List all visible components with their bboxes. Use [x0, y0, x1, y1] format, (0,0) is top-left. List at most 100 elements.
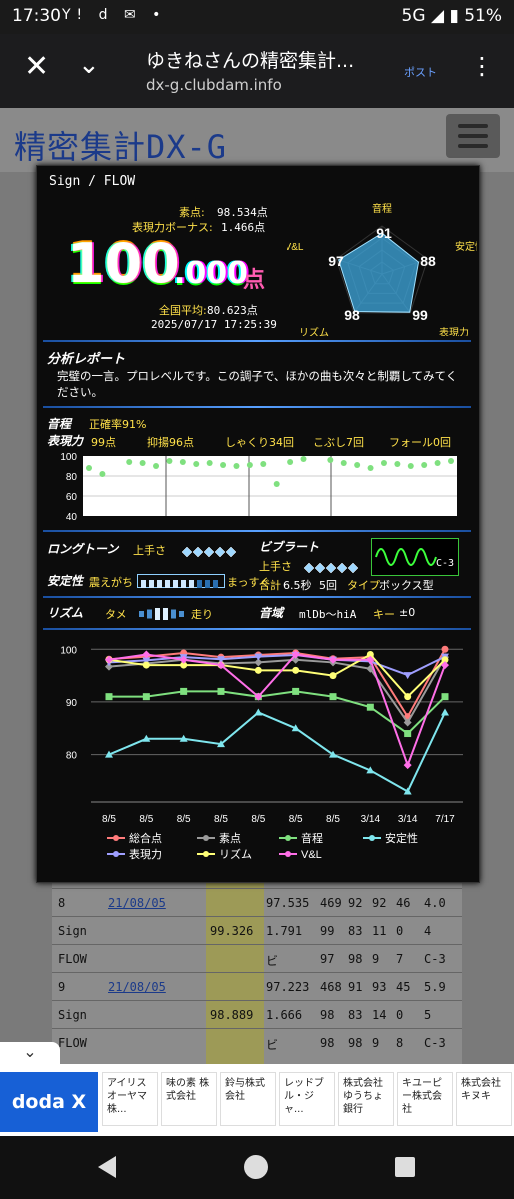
- hamburger-menu-button[interactable]: [446, 114, 500, 158]
- radar-area: [338, 232, 420, 313]
- menu-bar: [458, 124, 488, 128]
- stability-segment: [181, 580, 186, 588]
- range-value: mlDb～hiA: [299, 608, 357, 621]
- ad-tile[interactable]: 鈴与株式会社: [220, 1072, 276, 1126]
- table-cell: 45: [396, 980, 411, 994]
- stability-segment: [213, 580, 218, 588]
- pitch-accuracy: 正確率91%: [89, 418, 147, 431]
- series-point: [105, 662, 113, 671]
- series-point: [441, 693, 449, 701]
- chevron-down-icon[interactable]: ⌄: [78, 50, 100, 80]
- wave-point: [86, 465, 92, 471]
- analysis-heading: 分析レポート: [47, 352, 126, 367]
- rhythm-segment: [163, 608, 168, 620]
- table-cell: 1.666: [266, 1008, 303, 1022]
- stability-right: まっすぐ: [227, 576, 271, 589]
- ad-banner[interactable]: doda X アイリスオーヤマ株... 味の素 株式会社 鈴与株式会社 レッドブル・ジ…: [0, 1064, 514, 1136]
- pitch-wave-chart: 100 80 60 40: [60, 452, 457, 522]
- close-icon[interactable]: ✕: [24, 49, 50, 84]
- table-cell: FLOW: [58, 1036, 87, 1050]
- radar-value-rhythm: 98: [344, 307, 360, 323]
- series-line-総合点: [108, 648, 446, 719]
- skill-diamond: [325, 562, 337, 574]
- back-icon[interactable]: [98, 1156, 116, 1178]
- chart-xtick: 3/14: [361, 814, 381, 825]
- series-point: [291, 650, 300, 659]
- ad-brand[interactable]: doda X: [0, 1072, 98, 1132]
- ad-tile[interactable]: 株式会社キヌキ: [456, 1072, 512, 1126]
- ad-tile[interactable]: 味の素 株式会社: [161, 1072, 217, 1126]
- chart-ytick: 90: [66, 698, 78, 709]
- wave-point: [273, 481, 280, 487]
- wave-ytick: 80: [66, 472, 78, 483]
- legend-marker: [203, 851, 209, 857]
- radar-label-rhythm: リズム: [299, 326, 329, 336]
- table-cell: Sign: [58, 924, 87, 938]
- series-point: [142, 734, 151, 742]
- ad-tile[interactable]: キユーピー株式会社: [397, 1072, 453, 1126]
- table-cell: 97.535: [266, 896, 310, 910]
- series-point: [254, 692, 263, 701]
- wave-point: [166, 458, 173, 464]
- ad-tile[interactable]: 株式会社ゆうちょ銀行: [338, 1072, 394, 1126]
- vibrato-type-chip: C-3: [435, 558, 454, 569]
- stability-segment: [165, 580, 170, 588]
- wave-point: [300, 456, 307, 462]
- table-cell[interactable]: 21/08/05: [108, 980, 166, 994]
- stability-segment: [157, 580, 162, 588]
- series-point: [142, 693, 150, 701]
- ad-tile[interactable]: レッドブル・ジャ...: [279, 1072, 335, 1126]
- skill-diamond: [214, 546, 226, 558]
- page-url[interactable]: dx-g.clubdam.info: [146, 76, 282, 94]
- section-divider: [43, 596, 471, 598]
- table-cell: 98: [320, 1036, 335, 1050]
- analysis-text: 完璧の一言。プロレベルです。この調子で、ほかの曲も次々と制覇してみてください。: [57, 369, 458, 399]
- post-button[interactable]: ポスト: [404, 66, 437, 79]
- more-vert-icon[interactable]: ⋮: [470, 52, 494, 80]
- series-point: [142, 661, 150, 669]
- table-cell: 9: [372, 952, 380, 966]
- rhythm-segment: [155, 608, 160, 620]
- table-cell: 1.791: [266, 924, 303, 938]
- rhythm-meter: [135, 606, 187, 620]
- skill-diamond: [203, 546, 215, 558]
- series-point: [105, 750, 113, 758]
- radar-label-pitch: 音程: [372, 202, 392, 215]
- table-cell: 93: [372, 980, 387, 994]
- key-value: ±0: [399, 606, 416, 619]
- wave-ytick: 60: [66, 492, 78, 503]
- notification-icons: Y! d ✉ •: [62, 7, 167, 23]
- table-row: Sign 98.889 1.666 98 83 14 0 5: [52, 1000, 462, 1029]
- legend-marker: [285, 835, 291, 841]
- wave-point: [179, 459, 186, 465]
- recents-icon[interactable]: [395, 1157, 415, 1177]
- table-row: FLOW ビ 98 98 9 8 C-3: [52, 1028, 462, 1057]
- ad-tile[interactable]: アイリスオーヤマ株...: [102, 1072, 158, 1126]
- vibrato-label: ビブラート: [259, 540, 320, 554]
- radar-value-vl: 97: [328, 253, 344, 269]
- stability-segment: [141, 580, 146, 588]
- wave-point: [260, 461, 267, 467]
- table-cell: 8: [396, 1036, 404, 1050]
- table-cell: 98: [348, 1036, 363, 1050]
- ad-collapse-button[interactable]: ⌄: [0, 1042, 60, 1066]
- table-cell: 5: [424, 1008, 432, 1022]
- table-cell[interactable]: 21/08/05: [108, 896, 166, 910]
- legend-label: 総合点: [129, 831, 162, 845]
- wave-point: [206, 460, 213, 466]
- status-time: 17:30: [12, 6, 61, 26]
- radar-label-stability: 安定性: [455, 240, 477, 253]
- site-logo[interactable]: 精密集計DX-G: [14, 128, 228, 166]
- table-row: Sign 99.326 1.791 99 83 11 0 4: [52, 916, 462, 945]
- series-line-リズム: [108, 653, 446, 699]
- status-right: 5G ◢ ▮ 51%: [402, 6, 502, 26]
- table-cell: 98.889: [210, 1008, 254, 1022]
- long-tone-skill-meter: [177, 543, 237, 558]
- table-cell: ビ: [266, 954, 279, 968]
- home-icon[interactable]: [244, 1155, 268, 1179]
- legend-marker: [113, 851, 119, 857]
- radar-value-expression: 99: [412, 307, 428, 323]
- table-cell: 91: [348, 980, 363, 994]
- highlight-column: [206, 860, 264, 1070]
- table-cell: 11: [372, 924, 387, 938]
